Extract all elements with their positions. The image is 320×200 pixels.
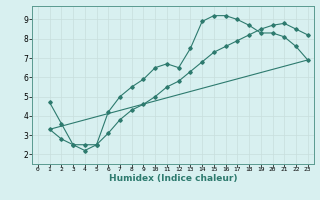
X-axis label: Humidex (Indice chaleur): Humidex (Indice chaleur) bbox=[108, 174, 237, 183]
